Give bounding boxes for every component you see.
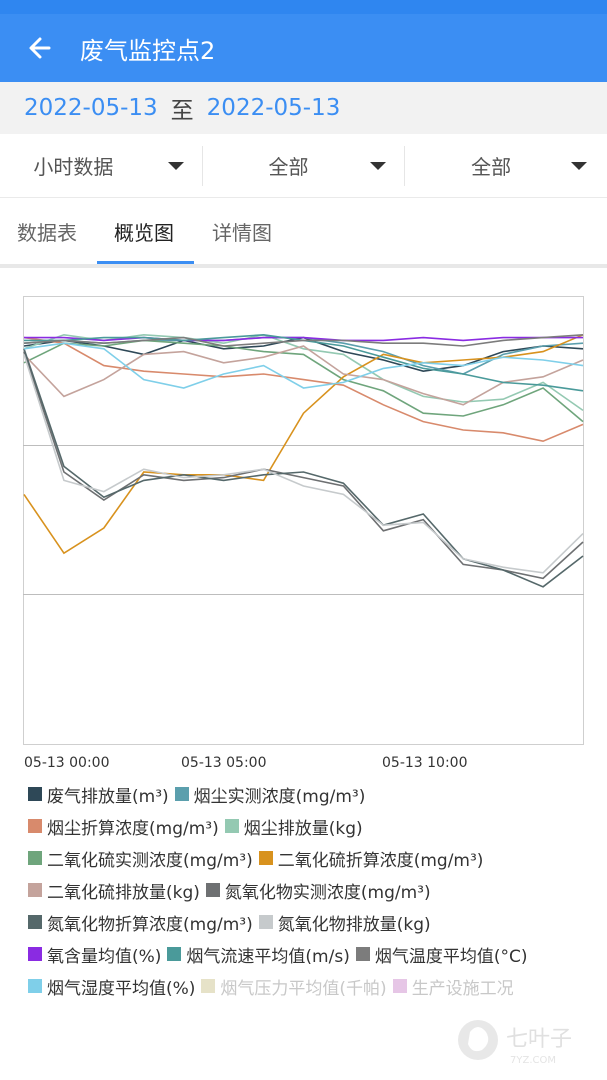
chart-legend: 废气排放量(m³) 烟尘实测浓度(mg/m³) 烟尘折算浓度(mg/m³) 烟尘排放量… — [28, 778, 603, 1002]
legend-label: 生产设施工况 — [411, 978, 514, 999]
legend-item[interactable]: 烟尘实测浓度(mg/m³) — [174, 782, 366, 807]
legend-swatch — [258, 915, 273, 929]
legend-swatch — [28, 851, 42, 865]
back-arrow-icon — [29, 37, 51, 59]
legend-swatch — [28, 947, 42, 961]
legend-swatch — [258, 851, 273, 865]
legend-swatch — [28, 915, 42, 929]
series-line — [23, 351, 584, 580]
end-date[interactable]: 2022-05-13 — [206, 95, 341, 121]
legend-item[interactable]: 烟气湿度平均值(%) — [28, 974, 195, 999]
caret-down-icon — [571, 161, 588, 170]
legend-row: 二氧化硫排放量(kg) 氮氧化物实测浓度(mg/m³) — [28, 874, 603, 906]
series-line — [24, 336, 583, 342]
legend-swatch — [174, 787, 189, 801]
legend-row: 氧含量均值(%) 烟气流速平均值(m/s) 烟气温度平均值(°C) — [28, 938, 603, 970]
legend-item[interactable]: 二氧化硫排放量(kg) — [28, 878, 200, 903]
legend-item[interactable]: 烟气压力平均值(千帕) — [201, 974, 387, 999]
filter-label: 全部 — [268, 155, 309, 179]
legend-swatch — [392, 979, 407, 993]
legend-swatch — [28, 883, 42, 897]
series-line — [23, 339, 584, 423]
legend-label: 氮氧化物实测浓度(mg/m³) — [224, 882, 431, 903]
filter-data-type-dropdown[interactable]: 小时数据 — [0, 146, 202, 186]
legend-label: 氮氧化物折算浓度(mg/m³) — [47, 914, 253, 935]
legend-item[interactable]: 氧含量均值(%) — [28, 942, 161, 967]
legend-item[interactable]: 烟气温度平均值(°C) — [355, 942, 528, 967]
status-bar — [0, 0, 607, 14]
legend-swatch — [224, 819, 239, 833]
legend-item[interactable]: 二氧化硫折算浓度(mg/m³) — [258, 846, 484, 871]
series-line — [23, 336, 584, 443]
legend-label: 二氧化硫排放量(kg) — [47, 882, 200, 903]
line-chart: 05-13 00:00 05-13 05:00 05-13 10:00 — [23, 296, 584, 771]
caret-down-icon — [370, 161, 387, 170]
legend-label: 烟尘实测浓度(mg/m³) — [193, 786, 366, 807]
tab-overview[interactable]: 概览图 — [114, 220, 174, 245]
app-bar: 废气监控点2 — [0, 14, 607, 82]
filter-item-dropdown[interactable]: 全部 — [404, 145, 607, 186]
svg-text:七叶子: 七叶子 — [506, 1027, 572, 1052]
filter-bar: 小时数据 全部 全部 — [0, 134, 607, 198]
legend-swatch — [167, 947, 182, 961]
legend-item[interactable]: 氮氧化物折算浓度(mg/m³) — [28, 910, 253, 935]
plot-frame — [23, 296, 584, 745]
page-title: 废气监控点2 — [80, 36, 216, 65]
series-line — [23, 354, 584, 574]
series-line — [23, 348, 584, 588]
legend-item[interactable]: 氮氧化物实测浓度(mg/m³) — [205, 878, 431, 903]
legend-item[interactable]: 生产设施工况 — [392, 974, 514, 999]
legend-label: 二氧化硫实测浓度(mg/m³) — [47, 850, 253, 871]
filter-label: 全部 — [471, 155, 512, 179]
svg-text:7YZ.COM: 7YZ.COM — [510, 1055, 556, 1066]
legend-row: 烟气湿度平均值(%) 烟气压力平均值(千帕) 生产设施工况 — [28, 970, 603, 1002]
legend-label: 烟气压力平均值(千帕) — [220, 978, 387, 999]
legend-item[interactable]: 二氧化硫实测浓度(mg/m³) — [28, 846, 253, 871]
legend-swatch — [201, 979, 216, 993]
legend-swatch — [355, 947, 370, 961]
legend-row: 烟尘折算浓度(mg/m³) 烟尘排放量(kg) — [28, 810, 603, 842]
filter-category-dropdown[interactable]: 全部 — [201, 145, 405, 186]
series-line — [23, 345, 584, 406]
series-line — [23, 334, 584, 347]
start-date[interactable]: 2022-05-13 — [24, 95, 158, 121]
x-tick-label: 05-13 10:00 — [382, 755, 467, 771]
x-tick-label: 05-13 00:00 — [24, 755, 109, 771]
legend-swatch — [28, 819, 42, 833]
back-button[interactable] — [0, 14, 80, 82]
date-range: 2022-05-13 至 2022-05-13 — [0, 82, 607, 134]
legend-label: 废气排放量(m³) — [47, 786, 169, 807]
legend-swatch — [28, 979, 42, 993]
active-tab-indicator — [97, 261, 194, 264]
legend-item[interactable]: 烟气流速平均值(m/s) — [167, 942, 350, 967]
tab-detail[interactable]: 详情图 — [212, 220, 272, 245]
tab-bar: 数据表 概览图 详情图 — [0, 198, 607, 268]
legend-swatch — [205, 883, 220, 897]
caret-down-icon — [167, 161, 184, 170]
legend-label: 烟气温度平均值(°C) — [374, 946, 528, 967]
date-separator: 至 — [170, 98, 194, 124]
legend-item[interactable]: 烟尘排放量(kg) — [224, 814, 363, 839]
tab-data-table[interactable]: 数据表 — [17, 220, 77, 245]
legend-row: 二氧化硫实测浓度(mg/m³) 二氧化硫折算浓度(mg/m³) — [28, 842, 603, 874]
legend-label: 氮氧化物排放量(kg) — [277, 914, 431, 935]
legend-label: 烟尘折算浓度(mg/m³) — [47, 818, 219, 839]
legend-label: 烟气湿度平均值(%) — [47, 978, 196, 999]
series-line — [23, 342, 584, 389]
x-tick-label: 05-13 05:00 — [181, 755, 266, 771]
legend-label: 氧含量均值(%) — [47, 946, 162, 967]
legend-row: 废气排放量(m³) 烟尘实测浓度(mg/m³) — [28, 778, 603, 810]
legend-label: 烟尘排放量(kg) — [243, 818, 363, 839]
legend-item[interactable]: 氮氧化物排放量(kg) — [258, 910, 431, 935]
series-line — [23, 333, 584, 412]
legend-label: 二氧化硫折算浓度(mg/m³) — [277, 850, 484, 871]
legend-item[interactable]: 烟尘折算浓度(mg/m³) — [28, 814, 219, 839]
legend-row: 氮氧化物折算浓度(mg/m³) 氮氧化物排放量(kg) — [28, 906, 603, 938]
series-line — [23, 334, 584, 555]
legend-label: 烟气流速平均值(m/s) — [186, 946, 350, 967]
legend-item[interactable]: 废气排放量(m³) — [28, 782, 169, 807]
legend-swatch — [28, 787, 42, 801]
watermark-logo: 七叶子 7YZ.COM — [458, 1020, 572, 1066]
filter-label: 小时数据 — [33, 155, 114, 179]
